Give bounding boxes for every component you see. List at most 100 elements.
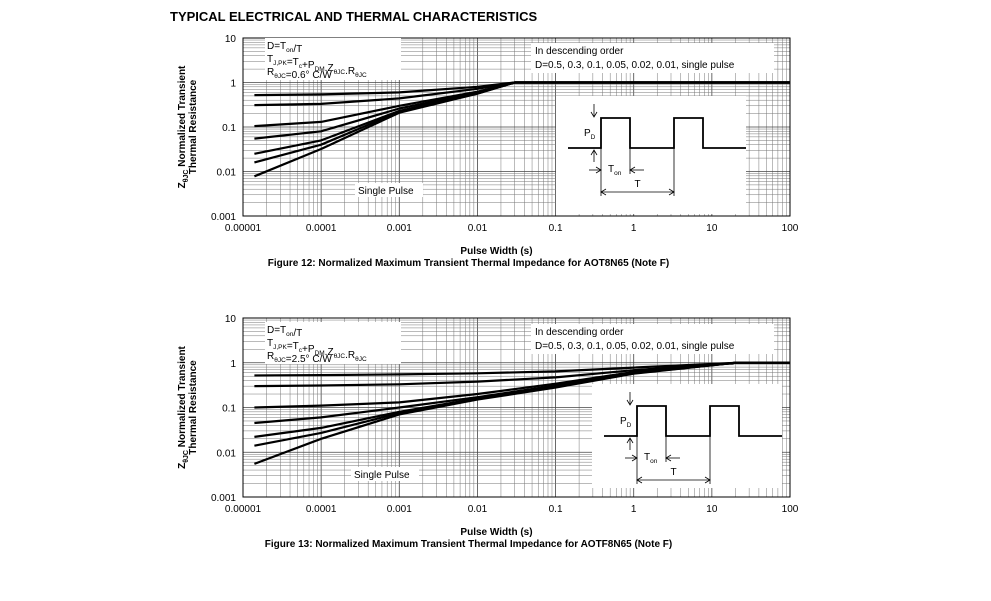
x-tick-label: 0.001 bbox=[387, 504, 412, 515]
x-tick-label: 0.00001 bbox=[225, 223, 262, 234]
y-axis-label-line1: ZθJC Normalized Transient bbox=[177, 65, 190, 188]
formula-line3-main: R bbox=[267, 67, 274, 78]
formula-line2-main: .R bbox=[345, 66, 355, 77]
pd-label: PD bbox=[584, 128, 596, 141]
formula-line2-sub: J,PK bbox=[273, 60, 287, 67]
y-tick-label: 0.001 bbox=[211, 212, 236, 223]
inset-background bbox=[556, 96, 746, 214]
x-tick-label: 10 bbox=[706, 504, 718, 515]
formula-line3-main: =2.5° C/W bbox=[286, 354, 333, 365]
formula-line1: D=Ton/T bbox=[267, 325, 302, 339]
formula-line1-sub: on bbox=[286, 47, 294, 54]
figure-caption: Figure 13: Normalized Maximum Transient … bbox=[265, 539, 673, 550]
formula-line2-sub: J,PK bbox=[273, 344, 287, 351]
single-pulse-label: Single Pulse bbox=[354, 470, 410, 481]
page-title: TYPICAL ELECTRICAL AND THERMAL CHARACTER… bbox=[170, 9, 538, 24]
y-tick-label: 0.01 bbox=[217, 168, 237, 179]
x-tick-label: 1 bbox=[631, 223, 637, 234]
formula-line2-sub: c bbox=[299, 347, 303, 354]
y-tick-label: 0.1 bbox=[222, 123, 236, 134]
formula-line2-main: .R bbox=[345, 350, 355, 361]
formula-line1-main: /T bbox=[293, 328, 302, 339]
legend-values: D=0.5, 0.3, 0.1, 0.05, 0.02, 0.01, singl… bbox=[535, 60, 735, 71]
formula-line2-main: +P bbox=[302, 60, 315, 71]
pd-arrowhead-bottom bbox=[590, 149, 598, 156]
legend-box bbox=[531, 324, 774, 354]
legend-title: In descending order bbox=[535, 327, 624, 338]
formula-line2-sub: θJC bbox=[334, 353, 346, 360]
formula-line2-main: +P bbox=[302, 344, 315, 355]
single-pulse-box bbox=[355, 183, 423, 197]
pd-label-main: P bbox=[620, 416, 627, 427]
y-tick-label: 10 bbox=[225, 314, 237, 325]
series-group bbox=[254, 361, 790, 465]
ton-arrowhead-left bbox=[631, 454, 638, 462]
pulse-waveform bbox=[604, 405, 782, 437]
formula-line2-main: .Z bbox=[325, 347, 334, 358]
x-tick-label: 100 bbox=[782, 223, 799, 234]
formula-line3-sub: θJC bbox=[274, 357, 286, 364]
pulse-waveform bbox=[568, 117, 746, 149]
ton-label-main: T bbox=[608, 164, 614, 175]
y-tick-label: 1 bbox=[230, 79, 236, 90]
x-tick-label: 0.0001 bbox=[306, 223, 337, 234]
formula-line1: D=Ton/T bbox=[267, 41, 302, 55]
y-tick-label: 10 bbox=[225, 34, 237, 45]
y-axis-label-line2: Thermal Resistance bbox=[188, 360, 199, 455]
chart-2: 0.00001 0.0001 0.001 0.01 0.1 1 10 100 0.001 0.01… bbox=[177, 314, 799, 550]
pd-label-sub: D bbox=[627, 422, 632, 429]
x-axis-label: Pulse Width (s) bbox=[460, 246, 532, 257]
formula-line3-main: =0.6° C/W bbox=[286, 70, 333, 81]
formula-line2-main: =T bbox=[287, 57, 299, 68]
y-axis-label-line1: ZθJC Normalized Transient bbox=[177, 345, 190, 468]
t-arrowhead-right bbox=[704, 476, 711, 484]
t-arrowhead-left bbox=[636, 476, 643, 484]
y-tick-label: 1 bbox=[230, 359, 236, 370]
series-group bbox=[253, 81, 790, 178]
formula-line2-sub: θJC bbox=[355, 356, 367, 363]
legend-title: In descending order bbox=[535, 46, 624, 57]
ton-arrowhead-left bbox=[595, 166, 602, 174]
ton-label: Ton bbox=[608, 164, 622, 177]
x-tick-label: 0.001 bbox=[387, 223, 412, 234]
formula-line3-sub: θJC bbox=[274, 73, 286, 80]
formula-line2-sub: θJC bbox=[334, 69, 346, 76]
plot-frame bbox=[242, 317, 791, 498]
formula-line2-sub: DM bbox=[315, 66, 325, 73]
formula-line2-main: .Z bbox=[325, 63, 334, 74]
y-tick-label: 0.01 bbox=[217, 448, 237, 459]
formula-line2-sub: c bbox=[299, 63, 303, 70]
legend-values: D=0.5, 0.3, 0.1, 0.05, 0.02, 0.01, singl… bbox=[535, 341, 735, 352]
pd-arrowhead-bottom bbox=[626, 437, 634, 444]
x-tick-label: 0.1 bbox=[549, 223, 563, 234]
y-axis-label-line2: Thermal Resistance bbox=[188, 79, 199, 174]
formula-line2: TJ,PK=Tc+PDM.ZθJC.RθJC bbox=[267, 338, 367, 363]
y-tick-label: 0.1 bbox=[222, 404, 236, 415]
pd-arrowhead-top bbox=[590, 111, 598, 118]
formula-box bbox=[265, 38, 401, 80]
y-tick-label: 0.001 bbox=[211, 493, 236, 504]
chart-1: 0.00001 0.0001 0.001 0.01 0.1 1 10 100 0.001 0.01… bbox=[177, 34, 799, 269]
formula-box bbox=[265, 322, 401, 364]
ton-label-sub: on bbox=[650, 458, 658, 465]
plot-frame bbox=[242, 37, 791, 217]
formula-line1-main: D=T bbox=[267, 41, 286, 52]
pd-label: PD bbox=[620, 416, 632, 429]
formula-line2: TJ,PK=Tc+PDM.ZθJC.RθJC bbox=[267, 54, 367, 79]
x-tick-label: 0.1 bbox=[549, 504, 563, 515]
ton-label: Ton bbox=[644, 452, 658, 465]
x-tick-label: 0.01 bbox=[468, 504, 488, 515]
formula-line2-main: T bbox=[267, 54, 273, 65]
t-arrowhead-right bbox=[668, 188, 675, 196]
ton-arrowhead-right bbox=[629, 166, 636, 174]
pd-label-main: P bbox=[584, 128, 591, 139]
y-axis-label: ZθJC Normalized Transient Thermal Resista… bbox=[177, 65, 199, 188]
ton-label-main: T bbox=[644, 452, 650, 463]
formula-line2-sub: θJC bbox=[355, 72, 367, 79]
single-pulse-box bbox=[351, 467, 419, 481]
legend-box bbox=[531, 43, 774, 73]
formula-line2-main: T bbox=[267, 338, 273, 349]
x-tick-label: 10 bbox=[706, 223, 718, 234]
